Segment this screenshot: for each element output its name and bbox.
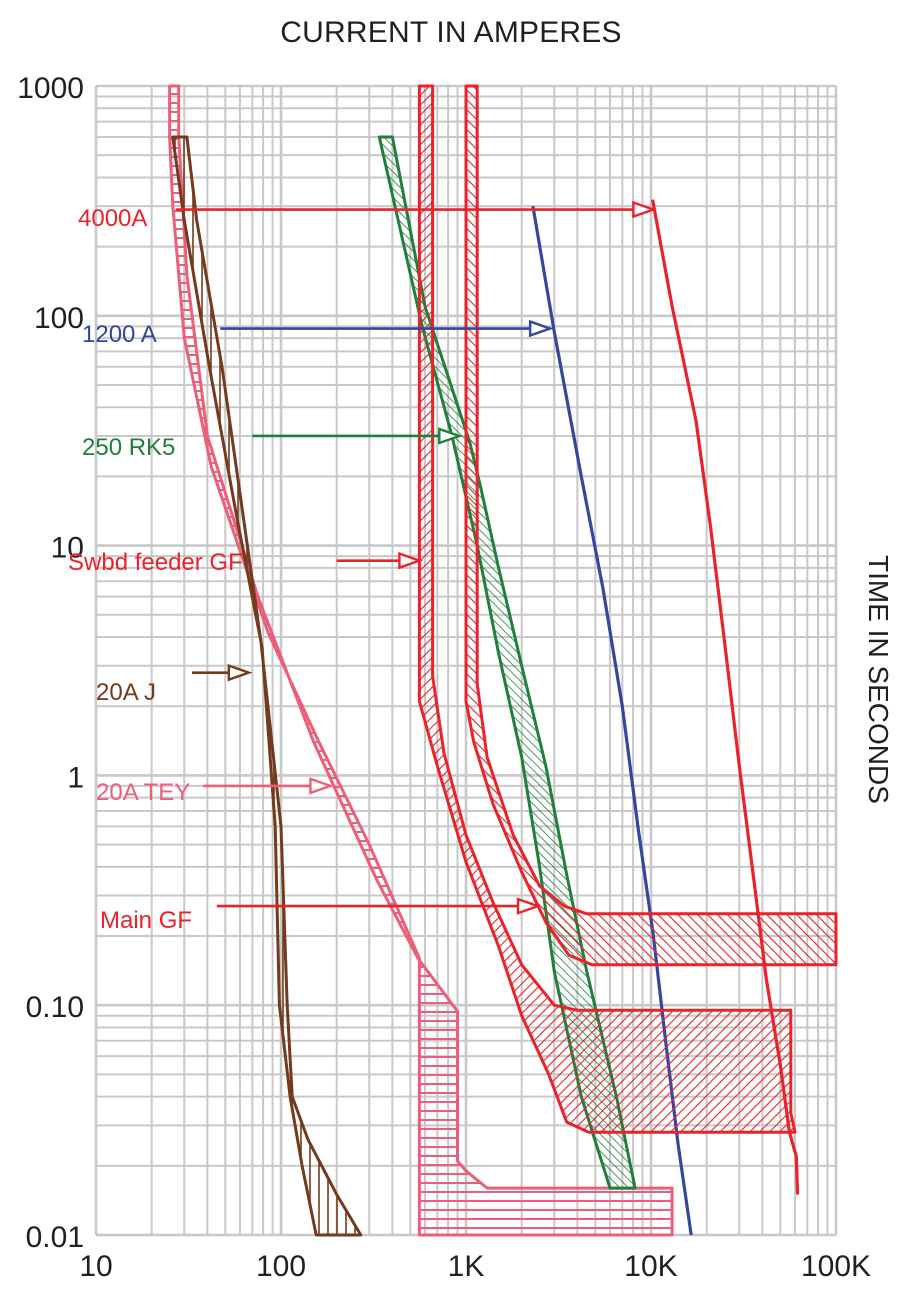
curve-labels: 20A TEY 20A J 250 RK5 1200 A 4000A Swbd feede…: [68, 200, 658, 934]
label-250-rk5: 250 RK5: [82, 434, 175, 461]
y-tick-label: 1000: [17, 72, 84, 105]
curves: [168, 84, 838, 1237]
curve-main-gf: [464, 84, 838, 967]
arrow-head-icon: [398, 551, 424, 570]
curve-swbd-feeder-gf: [417, 84, 797, 1134]
arrow-head-icon: [632, 200, 658, 219]
y-tick-label: 0.10: [26, 991, 84, 1024]
x-axis-title: CURRENT IN AMPERES: [280, 16, 622, 49]
curve-20a-tey: [168, 84, 674, 1237]
arrow-head-icon: [227, 663, 253, 682]
x-tick-label: 10: [79, 1250, 112, 1283]
y-tick-label: 100: [34, 302, 84, 335]
arrow-head-icon: [516, 897, 542, 915]
curve-4000a: [651, 199, 800, 1195]
x-tick-label: 100: [256, 1250, 306, 1283]
label-main-gf: Main GF: [100, 907, 192, 934]
label-4000a: 4000A: [78, 205, 147, 232]
y-axis-title: TIME IN SECONDS: [863, 555, 894, 804]
label-20a-tey: 20A TEY: [96, 779, 190, 806]
label-20a-j: 20A J: [96, 679, 156, 706]
y-tick-label: 10: [51, 532, 84, 565]
x-tick-label: 10K: [624, 1250, 677, 1283]
axis-tick-labels: 10 100 1K 10K 100K 1000 100 10 1 0.10 0.01: [17, 72, 871, 1283]
label-swbd-feeder-gf: Swbd feeder GF: [68, 549, 243, 576]
label-1200-a: 1200 A: [82, 321, 157, 348]
arrow-head-icon: [309, 777, 335, 795]
y-tick-label: 1: [67, 761, 84, 794]
y-tick-label: 0.01: [26, 1221, 84, 1254]
x-tick-label: 100K: [801, 1250, 871, 1283]
x-tick-label: 1K: [448, 1250, 485, 1283]
curve-20a-j: [171, 135, 363, 1237]
arrow-head-icon: [438, 427, 463, 445]
arrow-head-icon: [528, 319, 554, 338]
